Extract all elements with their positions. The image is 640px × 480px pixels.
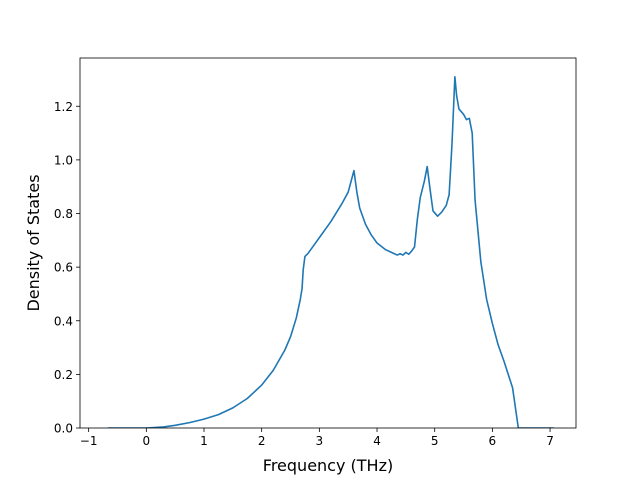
x-axis-ticks: −1 0 1 2 3 4 5 6 7 (80, 428, 554, 448)
y-tick-label: 1.2 (54, 100, 73, 114)
x-tick-label: −1 (80, 434, 98, 448)
x-tick-label: 2 (258, 434, 266, 448)
x-tick-label: 5 (431, 434, 439, 448)
y-tick-label: 0.2 (54, 368, 73, 382)
x-tick-label: 1 (200, 434, 208, 448)
plot-frame (79, 57, 577, 429)
plot-area (79, 57, 577, 429)
y-tick-label: 0.4 (54, 314, 73, 328)
x-tick-label: 4 (373, 434, 381, 448)
x-tick-label: 0 (143, 434, 151, 448)
y-axis-ticks: 0.0 0.2 0.4 0.6 0.8 1.0 1.2 (54, 100, 80, 436)
y-tick-label: 0.0 (54, 422, 73, 436)
y-axis-label: Density of States (24, 174, 43, 311)
x-tick-label: 7 (546, 434, 554, 448)
y-tick-label: 0.8 (54, 207, 73, 221)
x-tick-label: 3 (316, 434, 324, 448)
x-tick-label: 6 (489, 434, 497, 448)
x-axis-label: Frequency (THz) (263, 456, 393, 475)
y-tick-label: 1.0 (54, 153, 73, 167)
y-tick-label: 0.6 (54, 261, 73, 275)
series-line-0 (108, 75, 554, 428)
